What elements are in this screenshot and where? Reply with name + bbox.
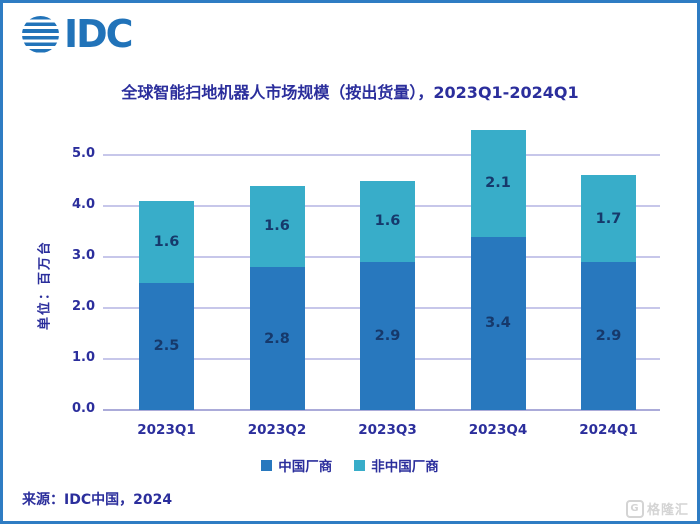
bar-2023Q3: 2.9 1.6 bbox=[360, 130, 415, 410]
watermark-label: 格隆汇 bbox=[646, 503, 689, 518]
bar-value-label: 2.9 bbox=[595, 328, 622, 345]
bar-segment: 1.6 bbox=[360, 180, 415, 263]
y-tick-label: 0.0 bbox=[71, 401, 95, 416]
bar-2023Q4: 3.4 2.1 bbox=[470, 129, 526, 410]
bar-segment: 3.4 bbox=[470, 236, 526, 410]
bar-segment: 1.7 bbox=[581, 175, 636, 263]
bar-segment: 2.9 bbox=[360, 262, 415, 410]
idc-logo: IDC bbox=[22, 12, 134, 56]
bar-segment: 1.6 bbox=[249, 185, 305, 268]
y-tick-label: 2.0 bbox=[71, 299, 95, 314]
bar-value-label: 2.5 bbox=[153, 338, 180, 355]
bar-value-label: 1.6 bbox=[374, 213, 401, 230]
legend-label: 中国厂商 bbox=[278, 459, 333, 475]
x-axis-label: 2023Q3 bbox=[358, 422, 417, 438]
bar-value-label: 2.8 bbox=[264, 330, 290, 347]
bar-value-label: 2.1 bbox=[485, 175, 511, 192]
bar-value-label: 1.7 bbox=[595, 210, 622, 227]
gridline bbox=[103, 154, 660, 156]
legend-swatch bbox=[261, 459, 273, 471]
x-axis-line bbox=[103, 409, 660, 411]
bar-segment: 2.1 bbox=[470, 129, 526, 237]
watermark: G 格隆汇 bbox=[625, 499, 689, 518]
bar-segment: 2.5 bbox=[139, 282, 194, 410]
bar-2024Q1: 2.9 1.7 bbox=[581, 130, 636, 410]
y-tick-label: 3.0 bbox=[71, 248, 95, 263]
legend-swatch bbox=[354, 459, 366, 471]
x-axis-label: 2023Q4 bbox=[468, 422, 528, 438]
bar-segment: 2.8 bbox=[249, 267, 305, 410]
plot-area: 0.0 1.0 2.0 3.0 4.0 5.0 2.5 1.6 2023Q1 2.8 1.6 2023… bbox=[72, 129, 660, 438]
x-axis-label: 2023Q2 bbox=[247, 422, 307, 438]
bar-value-label: 3.4 bbox=[485, 315, 511, 332]
bar-2023Q2: 2.8 1.6 bbox=[249, 130, 305, 410]
x-axis-label: 2023Q1 bbox=[137, 422, 196, 438]
y-axis-title: 单位：百万台 bbox=[37, 239, 53, 331]
bar-value-label: 1.6 bbox=[153, 233, 180, 250]
legend-label: 非中国厂商 bbox=[371, 459, 439, 475]
y-tick-label: 4.0 bbox=[71, 197, 95, 212]
legend-item: 非中国厂商 bbox=[354, 455, 439, 475]
y-tick-label: 1.0 bbox=[71, 350, 95, 365]
idc-logo-text: IDC bbox=[64, 12, 134, 56]
chart-title: 全球智能扫地机器人市场规模（按出货量），2023Q1-2024Q1 bbox=[121, 83, 579, 102]
legend: 中国厂商 非中国厂商 bbox=[3, 455, 697, 475]
bar-value-label: 2.9 bbox=[374, 328, 401, 345]
legend-item: 中国厂商 bbox=[261, 455, 332, 475]
y-tick-label: 5.0 bbox=[71, 146, 95, 161]
source-note: 来源：IDC中国，2024 bbox=[22, 492, 173, 508]
bar-2023Q1: 2.5 1.6 bbox=[139, 130, 194, 410]
x-axis-label: 2024Q1 bbox=[579, 422, 638, 438]
idc-globe-icon bbox=[22, 15, 59, 53]
bar-value-label: 1.6 bbox=[264, 218, 290, 235]
gelonghui-logo-icon: G bbox=[625, 499, 644, 518]
bar-segment: 1.6 bbox=[139, 200, 194, 283]
bar-segment: 2.9 bbox=[581, 262, 636, 410]
